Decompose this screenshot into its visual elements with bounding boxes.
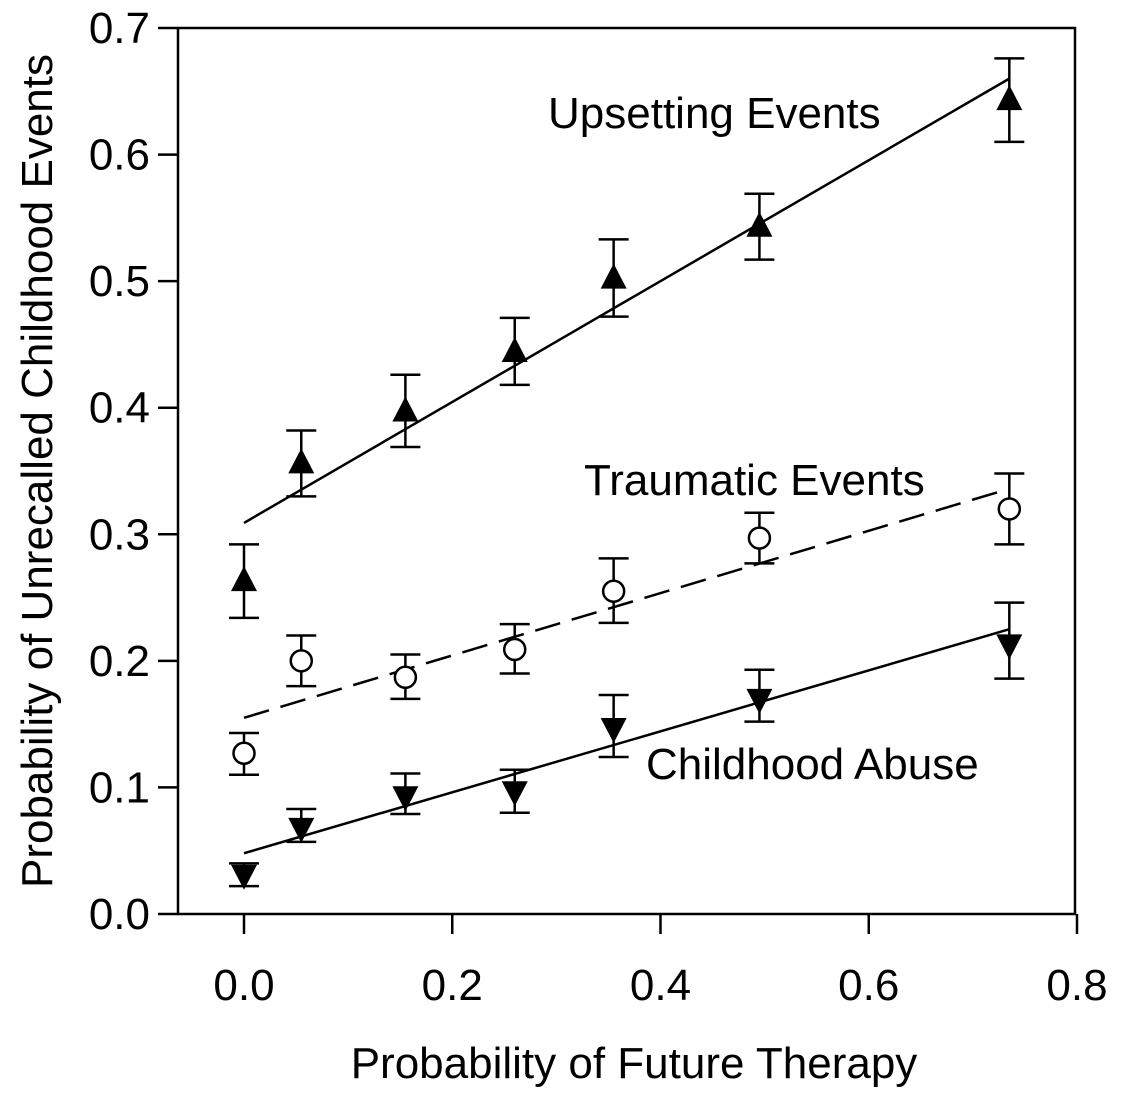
data-point-circle [393, 665, 418, 690]
series-upsetting-events [229, 57, 1025, 620]
y-axis: 0.0 0.1 0.2 0.3 0.4 0.5 0.6 0.7 [89, 4, 178, 939]
y-tick-label: 0.1 [89, 763, 150, 812]
y-tick-label: 0.2 [89, 637, 150, 686]
x-axis-title: Probability of Future Therapy [351, 1039, 918, 1088]
y-tick-label: 0.5 [89, 257, 150, 306]
data-point-triangle-down [996, 634, 1023, 660]
y-tick-label: 0.7 [89, 4, 150, 53]
data-point-triangle-up [231, 566, 257, 592]
data-point-triangle-down [600, 717, 627, 743]
data-point-triangle-up [288, 448, 315, 474]
x-axis: 0.0 0.2 0.4 0.6 0.8 [213, 914, 1108, 1010]
y-tick-label: 0.3 [89, 510, 150, 559]
fit-line-upsetting-events [243, 77, 1010, 524]
data-point-triangle-down [501, 781, 528, 807]
data-point-circle [997, 497, 1022, 521]
series-label-background [582, 456, 927, 505]
x-tick-label: 0.6 [838, 961, 899, 1010]
y-tick-label: 0.6 [89, 131, 150, 180]
data-point-triangle-up [392, 396, 419, 422]
data-point-triangle-down [392, 786, 419, 812]
data-point-circle [601, 579, 626, 603]
data-point-circle [232, 741, 256, 766]
series-label-childhood-abuse: Childhood Abuse [646, 740, 979, 789]
series-childhood-abuse [229, 601, 1025, 890]
x-tick-label: 0.4 [630, 961, 691, 1010]
y-axis-title: Probability of Unrecalled Childhood Even… [13, 54, 62, 888]
data-point-circle [502, 637, 527, 662]
data-point-triangle-down [746, 688, 773, 714]
x-tick-label: 0.0 [213, 961, 274, 1010]
series-labels: Upsetting Events Traumatic Events Childh… [546, 89, 981, 789]
fit-line-traumatic-events [243, 487, 1010, 720]
plot-frame [176, 26, 1077, 916]
data-point-circle [289, 649, 314, 673]
series-traumatic-events [229, 472, 1025, 777]
x-tick-label: 0.2 [422, 961, 483, 1010]
data-point-triangle-up [501, 337, 528, 363]
series-label-traumatic-events: Traumatic Events [584, 456, 925, 505]
series-label-upsetting-events: Upsetting Events [548, 89, 881, 138]
data-point-circle [747, 526, 772, 550]
data-point-triangle-down [231, 864, 257, 890]
data-point-triangle-up [600, 263, 627, 289]
y-tick-label: 0.0 [89, 890, 150, 939]
series-label-background [546, 89, 883, 138]
x-tick-label: 0.8 [1046, 961, 1107, 1010]
data-point-triangle-down [288, 817, 315, 843]
series-label-background [644, 740, 981, 789]
y-tick-label: 0.4 [89, 384, 150, 433]
data-point-triangle-up [746, 211, 773, 237]
series-layer [229, 57, 1025, 890]
data-point-triangle-up [996, 85, 1023, 111]
fit-line-childhood-abuse [243, 628, 1010, 855]
